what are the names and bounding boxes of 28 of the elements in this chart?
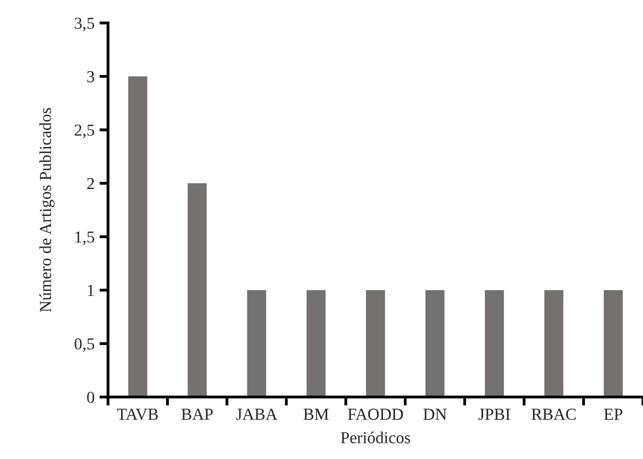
y-tick-label: 1	[88, 284, 94, 296]
bar	[188, 183, 207, 398]
y-tick-label: 2,5	[74, 124, 94, 138]
bar	[128, 76, 148, 398]
y-tick-label: 2	[87, 178, 94, 190]
bar	[366, 290, 386, 398]
x-tick-label: JPBI	[478, 408, 510, 420]
y-tick-label: 3,5	[74, 18, 94, 32]
x-tick-label: TAVB	[117, 408, 158, 420]
x-tick-label: EP	[604, 408, 622, 420]
y-tick-label: 0,5	[74, 338, 94, 352]
x-tick-label: BM	[304, 408, 329, 420]
y-tick-label: 1,5	[75, 231, 94, 246]
x-axis-title: Periódicos	[340, 432, 410, 444]
x-tick-label: BAP	[181, 408, 213, 420]
x-tick-label: JABA	[236, 408, 278, 420]
bar	[604, 290, 623, 398]
bar	[247, 290, 266, 398]
bar	[425, 290, 444, 398]
bar	[544, 290, 564, 398]
x-tick-label: FAODD	[348, 408, 403, 420]
x-tick-label: RBAC	[532, 408, 576, 420]
y-axis-title: Número de Artigos Publicados	[39, 108, 55, 312]
bar	[306, 290, 326, 398]
bar	[484, 290, 504, 398]
y-tick-label: 3	[87, 71, 94, 82]
y-tick-label: 0	[87, 392, 94, 403]
x-tick-label: DN	[423, 408, 447, 420]
